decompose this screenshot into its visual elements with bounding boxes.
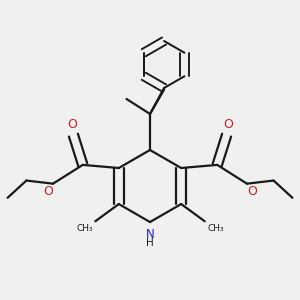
Text: CH₃: CH₃ bbox=[207, 224, 224, 233]
Text: O: O bbox=[247, 185, 257, 198]
Text: H: H bbox=[146, 238, 154, 248]
Text: N: N bbox=[146, 228, 154, 241]
Text: O: O bbox=[43, 185, 53, 198]
Text: O: O bbox=[223, 118, 233, 131]
Text: CH₃: CH₃ bbox=[76, 224, 93, 233]
Text: O: O bbox=[67, 118, 77, 131]
